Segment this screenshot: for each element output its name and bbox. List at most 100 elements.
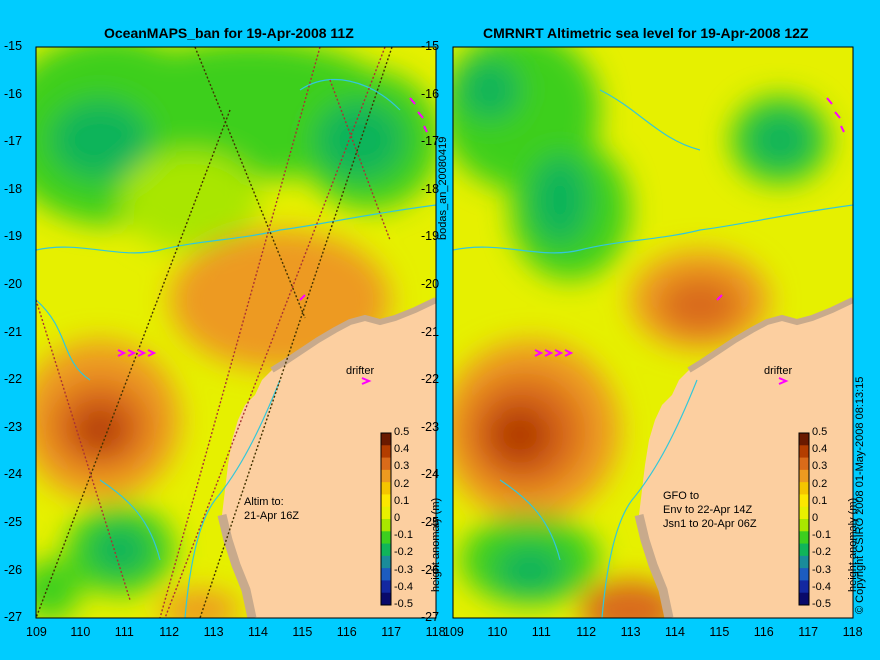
right-drifter-label: drifter: [764, 365, 793, 377]
left-colorbar-label: height anomaly (m): [430, 497, 442, 592]
colorbar-segment: [381, 592, 391, 606]
colorbar-frame: [798, 432, 810, 606]
colorbar-tick-label: 0: [394, 512, 401, 524]
colorbar-segment: [799, 482, 809, 495]
right-annotation-line3: Jsn1 to 20-Apr 06Z: [663, 518, 757, 530]
right-colorbar: [798, 432, 810, 606]
colorbar-segment: [799, 519, 809, 532]
lon-tick-label: 116: [753, 625, 774, 639]
colorbar-tick-label: 0.4: [812, 443, 828, 456]
left-drifter-markers: [117, 97, 428, 385]
lat-tick-label: -20: [421, 277, 440, 291]
colorbar-tick-label: -0.2: [812, 546, 831, 559]
lon-tick-label: 117: [798, 625, 819, 639]
lon-tick-label: 110: [487, 625, 508, 639]
lon-tick-label: 112: [159, 625, 180, 639]
colorbar-segment: [381, 494, 391, 508]
colorbar-segment: [381, 469, 391, 483]
colorbar-tick-label: 0.2: [394, 477, 410, 490]
lon-tick-label: 109: [26, 625, 47, 639]
right-annotation-line2: Env to 22-Apr 14Z: [663, 504, 753, 516]
lat-tick-label: -15: [421, 39, 440, 53]
colorbar-tick-label: -0.1: [394, 529, 413, 542]
left-annotation-line1: Altim to:: [244, 496, 284, 508]
lat-tick-label: -16: [421, 86, 440, 101]
colorbar-segment: [799, 457, 809, 471]
lon-tick-label: 112: [576, 625, 597, 639]
colorbar-tick-label: 0: [812, 512, 819, 524]
left-colorbar: [380, 432, 392, 606]
lat-tick-label: -21: [421, 324, 440, 339]
lon-tick-label: 118: [842, 625, 863, 639]
left-satellite-tracks: [36, 47, 393, 618]
lat-tick-label: -22: [4, 372, 23, 387]
colorbar-segment: [799, 494, 809, 508]
lat-tick-label: -24: [4, 467, 23, 482]
lat-tick-label: -19: [4, 229, 23, 244]
colorbar-segment: [799, 506, 809, 520]
lat-tick-label: -17: [421, 134, 440, 149]
lat-tick-label: -26: [4, 562, 23, 577]
colorbar-frame: [380, 432, 392, 606]
left-contours: [36, 79, 436, 618]
lat-tick-label: -27: [4, 610, 23, 625]
colorbar-tick-label: 0.2: [812, 477, 828, 490]
colorbar-segment: [381, 568, 391, 581]
colorbar-segment: [799, 543, 809, 557]
colorbar-segment: [381, 457, 391, 471]
colorbar-tick-label: 0.3: [812, 460, 828, 473]
colorbar-segment: [381, 519, 391, 532]
lon-tick-label: 111: [531, 625, 551, 639]
colorbar-segment: [381, 433, 391, 446]
lon-tick-label: 114: [665, 625, 685, 639]
colorbar-segment: [381, 531, 391, 545]
lon-tick-label: 115: [709, 625, 730, 639]
colorbar-segment: [799, 580, 809, 594]
colorbar-segment: [381, 445, 391, 459]
colorbar-tick-label: -0.5: [812, 598, 831, 610]
colorbar-tick-label: -0.4: [812, 580, 831, 593]
lon-tick-label: 114: [248, 625, 268, 639]
lat-tick-label: -25: [4, 515, 23, 529]
colorbar-tick-label: 0.5: [812, 426, 828, 438]
lat-tick-label: -19: [421, 229, 440, 244]
lat-tick-label: -26: [421, 562, 440, 577]
colorbar-segment: [799, 445, 809, 459]
colorbar-segment: [799, 469, 809, 483]
colorbar-segment: [799, 568, 809, 581]
colorbar-segment: [381, 555, 391, 569]
left-drifter-label: drifter: [346, 365, 375, 377]
colorbar-tick-label: 0.1: [394, 494, 410, 507]
lon-tick-label: 116: [336, 625, 357, 639]
lon-tick-label: 117: [381, 625, 402, 639]
colorbar-segment: [799, 433, 809, 446]
lat-tick-label: -17: [4, 134, 23, 149]
colorbar-tick-label: -0.3: [394, 563, 413, 576]
left-annotation-line2: 21-Apr 16Z: [244, 510, 300, 522]
bodas-side-label: bodas_an_20080419: [437, 136, 449, 240]
colorbar-tick-label: 0.4: [394, 443, 410, 456]
lat-tick-label: -23: [421, 419, 440, 434]
colorbar-segment: [381, 543, 391, 557]
colorbar-tick-label: -0.2: [394, 546, 413, 559]
colorbar-tick-label: -0.1: [812, 529, 831, 542]
colorbar-tick-label: 0.5: [394, 426, 410, 438]
left-panel-title: OceanMAPS_ban for 19-Apr-2008 11Z: [104, 25, 354, 41]
lon-tick-label: 118: [425, 625, 446, 639]
colorbar-tick-label: -0.4: [394, 580, 413, 593]
right-contours: [453, 89, 853, 618]
right-map: [453, 47, 853, 618]
colorbar-tick-label: -0.3: [812, 563, 831, 576]
right-annotation-line1: GFO to: [663, 490, 700, 502]
left-anomaly-field: [36, 47, 436, 618]
colorbar-tick-label: 0.1: [812, 494, 828, 507]
colorbar-segment: [799, 555, 809, 569]
left-map: [36, 47, 436, 618]
lon-tick-label: 111: [114, 625, 134, 639]
lon-tick-label: 113: [620, 625, 641, 639]
colorbar-segment: [381, 580, 391, 594]
lon-tick-label: 110: [70, 625, 91, 639]
colorbar-tick-label: -0.5: [394, 598, 413, 610]
